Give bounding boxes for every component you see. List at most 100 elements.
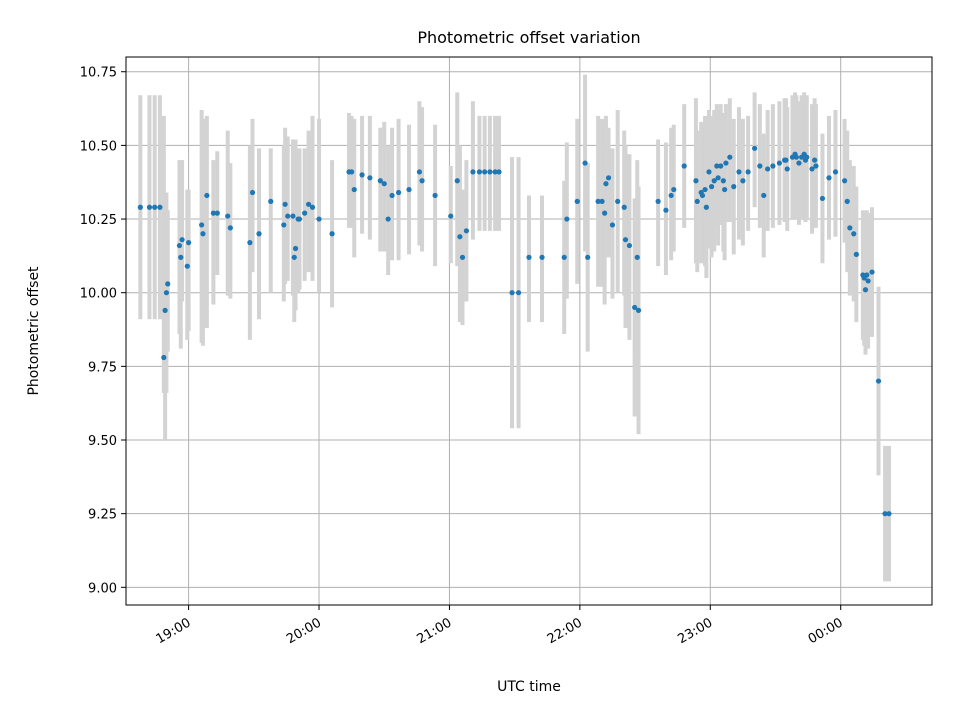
data-point — [329, 231, 335, 237]
data-point — [609, 222, 616, 228]
data-point — [668, 192, 674, 199]
data-point — [157, 204, 163, 210]
data-point — [290, 213, 296, 219]
data-point — [204, 192, 210, 199]
data-point — [723, 160, 729, 166]
data-point — [574, 198, 580, 204]
data-point — [727, 154, 733, 160]
data-point — [731, 184, 737, 190]
data-point — [694, 198, 700, 204]
y-tick-label: 9.00 — [88, 581, 117, 596]
data-point — [186, 240, 192, 246]
data-point — [765, 166, 771, 172]
data-point — [671, 186, 677, 193]
data-point — [783, 157, 789, 163]
data-point — [634, 254, 640, 260]
data-point — [282, 201, 288, 207]
data-point — [615, 198, 621, 204]
data-point — [351, 186, 357, 193]
data-point — [309, 204, 316, 210]
data-point — [249, 189, 256, 196]
data-point — [875, 378, 882, 384]
y-tick-label: 10.00 — [80, 287, 117, 302]
plot-frame — [125, 56, 933, 606]
data-point — [585, 254, 591, 260]
data-point — [482, 169, 488, 175]
y-tick-label: 9.25 — [88, 508, 117, 523]
data-point — [813, 163, 819, 169]
data-point — [419, 178, 425, 184]
x-axis: 19:00 20:00 21:00 22:00 23:00 00:00 — [154, 605, 846, 647]
data-point — [812, 157, 818, 163]
data-point — [718, 163, 724, 169]
data-point — [826, 175, 832, 181]
data-point — [281, 222, 287, 228]
y-tick-label: 10.25 — [80, 213, 117, 228]
data-point — [292, 245, 299, 252]
data-point — [699, 192, 706, 199]
data-point — [509, 290, 515, 296]
data-point — [842, 178, 848, 184]
data-point — [463, 228, 469, 234]
data-point — [853, 251, 859, 257]
data-point — [161, 354, 167, 361]
data-point — [621, 204, 627, 210]
data-point — [459, 254, 466, 260]
x-tick-label: 21:00 — [414, 615, 454, 647]
data-point — [385, 216, 391, 222]
data-point — [367, 175, 373, 181]
data-point — [381, 181, 387, 187]
data-point — [702, 186, 708, 193]
data-point — [291, 254, 297, 260]
data-point — [819, 195, 826, 202]
data-point — [515, 290, 522, 296]
data-point — [432, 192, 438, 199]
data-point — [722, 186, 728, 193]
data-point — [496, 169, 502, 175]
data-point — [454, 178, 460, 184]
data-point — [457, 234, 463, 240]
data-point — [162, 307, 168, 313]
data-point — [316, 216, 322, 222]
data-point — [176, 242, 183, 249]
data-point — [302, 210, 308, 216]
data-point — [214, 210, 220, 216]
data-point — [869, 269, 875, 275]
data-point — [605, 175, 612, 181]
y-tick-label: 9.75 — [88, 360, 117, 375]
data-point — [714, 163, 720, 169]
data-point — [706, 169, 712, 175]
data-point — [210, 210, 216, 216]
data-point — [851, 231, 857, 237]
data-point — [305, 201, 312, 207]
data-point — [761, 192, 767, 199]
data-point — [179, 237, 185, 243]
data-point — [448, 213, 454, 219]
data-point — [526, 254, 532, 260]
data-points — [137, 145, 892, 517]
data-point — [165, 281, 171, 287]
data-point — [595, 198, 601, 204]
data-point — [256, 231, 262, 237]
data-point — [847, 225, 853, 231]
data-point — [681, 163, 687, 169]
data-point — [882, 511, 888, 517]
data-point — [864, 272, 870, 278]
data-point — [199, 222, 205, 228]
data-point — [406, 186, 412, 193]
data-point — [715, 175, 721, 181]
data-point — [693, 178, 699, 184]
data-point — [487, 169, 493, 175]
data-point — [663, 207, 669, 213]
data-point — [804, 154, 810, 160]
y-tick-label: 9.50 — [88, 434, 117, 449]
data-point — [886, 511, 892, 517]
data-point — [137, 204, 143, 210]
data-point — [844, 198, 850, 204]
data-point — [708, 184, 715, 190]
y-axis: 9.00 9.25 9.50 9.75 10.00 10.25 10.50 10.75 — [80, 66, 126, 596]
data-point — [564, 216, 570, 222]
x-axis-label: UTC time — [497, 679, 561, 695]
data-point — [632, 304, 638, 311]
data-point — [539, 254, 545, 260]
